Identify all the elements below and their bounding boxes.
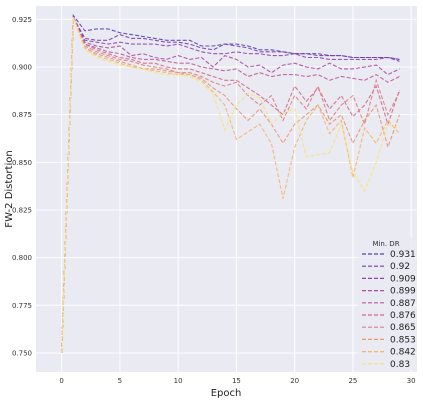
y-axis-label: FW-2 Distortion — [4, 150, 15, 227]
series-line-0.887 — [61, 17, 400, 353]
y-tick-label: 0.925 — [12, 16, 32, 24]
legend-entry-label: 0.853 — [390, 335, 416, 345]
legend-entry-label: 0.909 — [390, 274, 416, 284]
x-axis-label: Epoch — [211, 388, 242, 399]
x-tick-label: 0 — [59, 377, 63, 385]
x-tick-label: 10 — [174, 377, 183, 385]
y-tick-label: 0.775 — [12, 302, 32, 310]
x-tick-label: 30 — [407, 377, 416, 385]
x-tick-label: 25 — [348, 377, 357, 385]
y-tick-label: 0.850 — [12, 159, 32, 167]
series-line-0.931 — [61, 13, 400, 353]
legend-background — [358, 237, 414, 370]
grid — [36, 6, 417, 372]
legend-entry-label: 0.899 — [390, 287, 416, 297]
series-line-0.876 — [61, 17, 401, 353]
legend-entry-label: 0.876 — [390, 311, 416, 321]
y-tick-label: 0.750 — [12, 349, 32, 357]
legend-items: 0.931 0.92 0.909 0.899 0.887 0.876 0.865 0.853 0… — [362, 250, 416, 370]
x-tick-label: 5 — [118, 377, 122, 385]
series-line-0.83 — [61, 17, 400, 353]
series-line-0.853 — [61, 17, 401, 353]
legend: Min. DR 0.931 0.92 0.909 0.899 0.887 0.876 0.8… — [358, 237, 416, 370]
series-layer — [61, 13, 401, 353]
legend-entry-label: 0.92 — [390, 262, 410, 272]
y-tick-label: 0.900 — [12, 64, 32, 72]
series-line-0.842 — [61, 17, 400, 353]
legend-entry-label: 0.865 — [390, 323, 416, 333]
legend-entry-label: 0.931 — [390, 250, 416, 260]
legend-title: Min. DR — [372, 240, 399, 248]
y-tick-label: 0.800 — [12, 254, 32, 262]
legend-entry-label: 0.842 — [390, 348, 416, 358]
legend-entry-label: 0.83 — [390, 360, 410, 370]
series-line-0.865 — [61, 17, 400, 353]
y-tick-label: 0.825 — [12, 206, 32, 214]
legend-entry-label: 0.887 — [390, 299, 416, 309]
y-tick-label: 0.875 — [12, 111, 32, 119]
series-line-0.899 — [61, 17, 400, 353]
series-line-0.92 — [61, 15, 400, 353]
x-tick-label: 15 — [232, 377, 241, 385]
x-tick-label: 20 — [290, 377, 299, 385]
tick-labels: 0 5 10 15 20 25 30 0.750 0.775 0.800 0.825 0.850 0.8… — [12, 16, 416, 385]
